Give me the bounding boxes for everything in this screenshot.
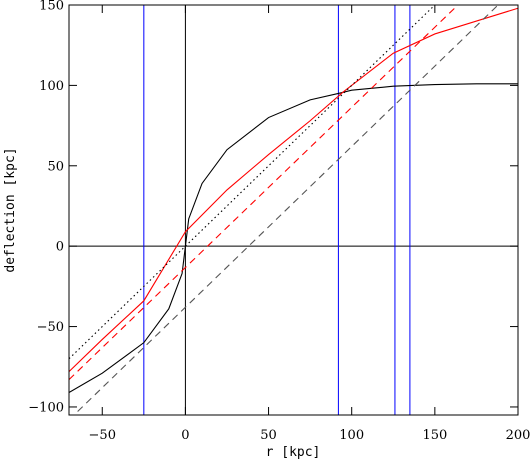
y-tick-label: 100 [39, 79, 64, 94]
series-3-dotted-line [69, 5, 436, 360]
x-axis-title: r [kpc] [266, 445, 321, 460]
plot-area [69, 5, 518, 415]
x-tick-label: 150 [422, 428, 447, 443]
y-axis-title: deflection [kpc] [3, 147, 18, 272]
series-2-dashed-line [69, 5, 459, 381]
series-4-dashed-line [73, 5, 499, 415]
x-tick-label: −50 [89, 428, 116, 443]
y-tick-label: 50 [47, 159, 64, 174]
series-0-solid-line [69, 83, 518, 393]
y-tick-label: 0 [56, 240, 64, 255]
y-tick-label: −50 [37, 320, 64, 335]
axis-ticks: −50 0 50 100 150 200 −100 −50 0 50 100 150 [28, 0, 530, 443]
x-tick-label: 50 [260, 428, 277, 443]
y-tick-label: 150 [39, 0, 64, 14]
x-tick-label: 200 [506, 428, 531, 443]
plot-frame [68, 4, 519, 416]
plot-contents [69, 5, 518, 415]
x-tick-label: 100 [339, 428, 364, 443]
x-tick-label: 0 [181, 428, 189, 443]
y-tick-label: −100 [28, 400, 64, 415]
series-1-solid-line [69, 7, 518, 372]
